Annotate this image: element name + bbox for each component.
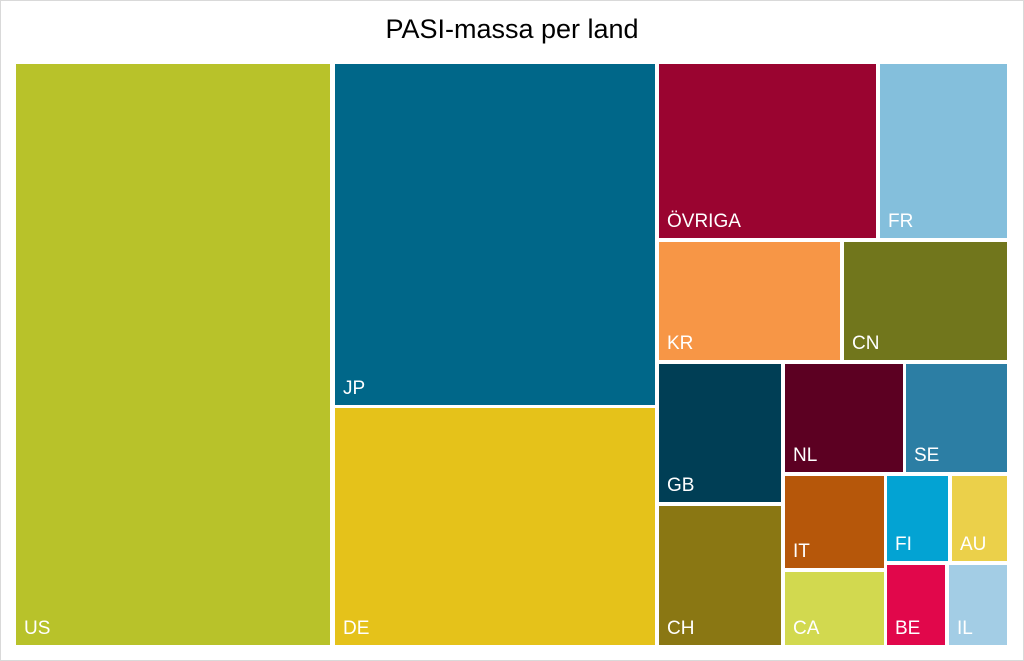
tile-11-rect [785, 476, 884, 568]
tile-3: ÖVRIGA [659, 64, 876, 238]
tile-1-rect [335, 64, 655, 405]
tile-13-label: AU [960, 534, 986, 555]
tile-12-label: FI [895, 534, 912, 555]
tile-9-label: SE [914, 445, 939, 466]
tile-10: CH [659, 506, 781, 645]
tile-16-label: IL [957, 618, 973, 639]
tile-13: AU [952, 476, 1007, 561]
tile-14-label: CA [793, 618, 820, 639]
chart-title: PASI-massa per land [385, 14, 639, 44]
tile-14: CA [785, 572, 884, 645]
tile-3-rect [659, 64, 876, 238]
tile-7-rect [659, 364, 781, 502]
tile-6-rect [844, 242, 1007, 360]
tile-6: CN [844, 242, 1007, 360]
tile-15: BE [887, 565, 945, 645]
tile-7: GB [659, 364, 781, 502]
tile-14-rect [785, 572, 884, 645]
tile-11-label: IT [793, 541, 810, 562]
tile-4-rect [880, 64, 1007, 238]
tile-1: JP [335, 64, 655, 405]
tile-6-label: CN [852, 333, 879, 354]
tile-13-rect [952, 476, 1007, 561]
tile-5-label: KR [667, 333, 693, 354]
tile-0-rect [16, 64, 330, 645]
tile-8: NL [785, 364, 903, 472]
tile-4: FR [880, 64, 1007, 238]
tile-16-rect [949, 565, 1007, 645]
tile-4-label: FR [888, 211, 913, 232]
tile-3-label: ÖVRIGA [667, 211, 741, 232]
tile-15-label: BE [895, 618, 920, 639]
tile-8-rect [785, 364, 903, 472]
tile-7-label: GB [667, 475, 694, 496]
tile-5: KR [659, 242, 840, 360]
tile-2-rect [335, 408, 655, 645]
tile-12-rect [887, 476, 948, 561]
tile-0: US [16, 64, 330, 645]
tile-2: DE [335, 408, 655, 645]
tile-10-label: CH [667, 618, 694, 639]
tile-11: IT [785, 476, 884, 568]
tile-9-rect [906, 364, 1007, 472]
tile-16: IL [949, 565, 1007, 645]
tile-2-label: DE [343, 618, 369, 639]
tile-5-rect [659, 242, 840, 360]
tile-10-rect [659, 506, 781, 645]
tile-1-label: JP [343, 378, 365, 399]
tile-0-label: US [24, 618, 50, 639]
tile-15-rect [887, 565, 945, 645]
tile-12: FI [887, 476, 948, 561]
tile-9: SE [906, 364, 1007, 472]
tile-8-label: NL [793, 445, 817, 466]
